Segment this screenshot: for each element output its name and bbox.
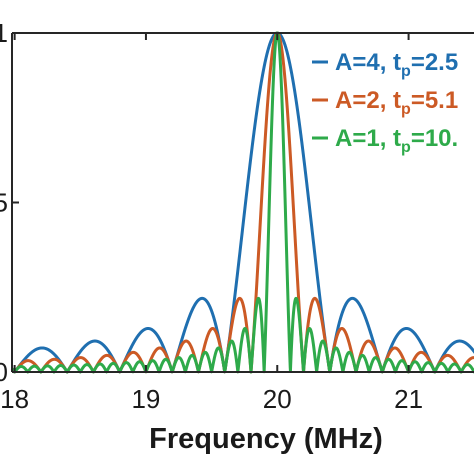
legend-label-1: A=4, tp=2.5	[335, 49, 458, 80]
series-line-1	[10, 31, 474, 374]
x-axis-title: Frequency (MHz)	[149, 423, 383, 455]
x-tick-label: 18	[0, 384, 29, 414]
legend-label-3: A=1, tp=10.	[335, 125, 458, 156]
series-line-2	[10, 31, 474, 374]
legend-label-2: A=2, tp=5.1	[335, 87, 458, 118]
x-tick-label: 19	[131, 384, 160, 414]
axes	[11, 32, 474, 373]
series-line-3	[10, 31, 474, 374]
y-tick-label: 1	[0, 18, 8, 48]
legend: A=4, tp=2.5 A=2, tp=5.1 A=1, tp=10.	[312, 49, 458, 156]
y-tick-label: 0	[0, 357, 8, 387]
x-axis: 18 19 20 21	[0, 33, 423, 414]
x-tick-label: 20	[263, 384, 292, 414]
y-axis: 0.51	[0, 18, 19, 387]
x-tick-label: 21	[394, 384, 423, 414]
plot-area	[10, 31, 474, 374]
y-tick-label: .5	[0, 188, 8, 218]
